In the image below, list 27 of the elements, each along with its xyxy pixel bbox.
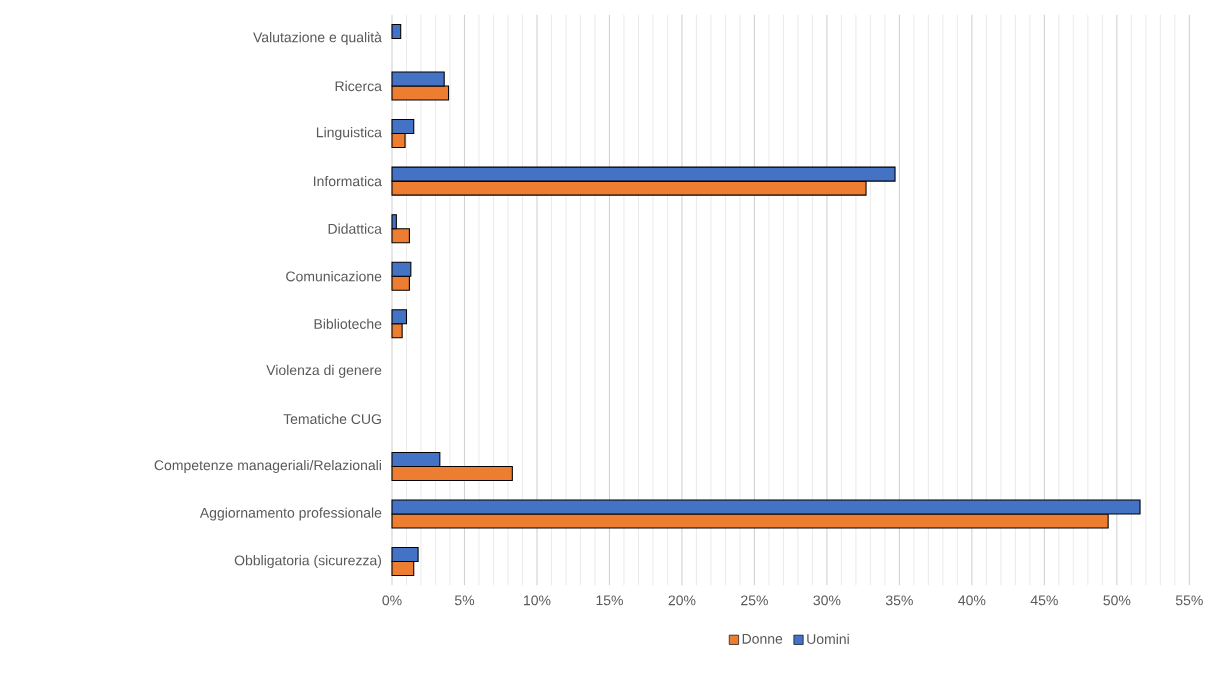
y-tick-label: Competenze manageriali/Relazionali (154, 459, 381, 473)
y-tick-label: Tematiche CUG (283, 413, 381, 425)
x-tick-label: 5% (454, 595, 475, 606)
y-tick-label: Informatica (314, 175, 382, 187)
y-tick-label: Aggiornamento professionale (199, 507, 382, 521)
x-tick-label: 0% (382, 595, 402, 606)
x-tick-label: 40% (958, 595, 986, 606)
bar (391, 23, 402, 39)
x-tick-label: 50% (1103, 595, 1131, 606)
x-tick-label: 55% (1175, 595, 1203, 606)
x-tick-label: 10% (524, 595, 551, 606)
legend-label: Donne (742, 634, 783, 644)
x-tick-label: 45% (1030, 595, 1058, 606)
x-tick-label: 30% (813, 595, 841, 606)
y-tick-label: Didattica (328, 223, 382, 234)
legend-label: Uomini (807, 633, 849, 645)
y-tick-label: Valutazione e qualità (253, 31, 382, 46)
x-tick-label: 25% (741, 595, 768, 606)
y-tick-label: Biblioteche (314, 318, 382, 329)
x-tick-label: 20% (668, 595, 696, 606)
y-tick-label: Violenza di genere (266, 364, 382, 378)
y-tick-label: Obbligatoria (sicurezza) (234, 555, 382, 569)
x-tick-label: 15% (596, 595, 623, 606)
x-tick-label: 35% (885, 595, 913, 606)
y-tick-label: Comunicazione (286, 271, 382, 282)
y-tick-label: Linguistica (316, 127, 382, 141)
y-tick-label: Ricerca (335, 80, 382, 92)
